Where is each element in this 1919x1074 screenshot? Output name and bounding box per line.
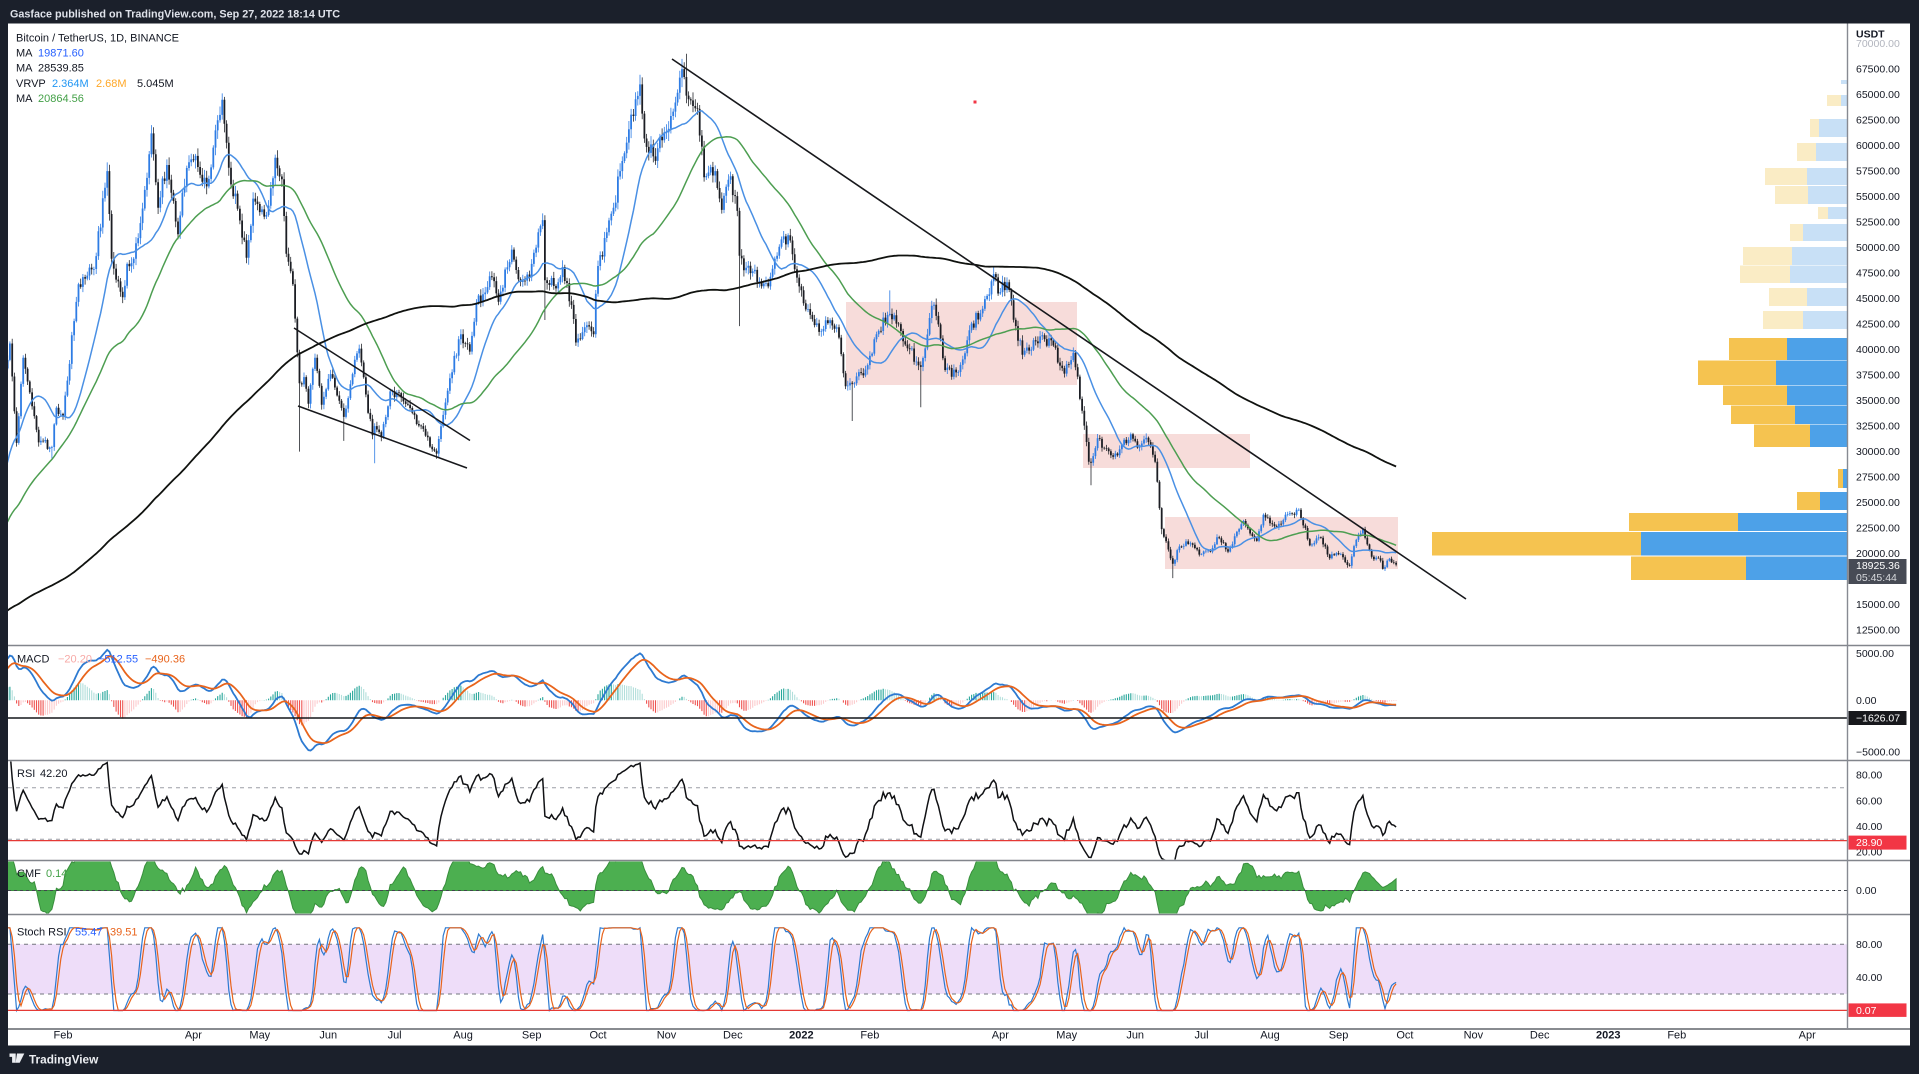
svg-text:55000.00: 55000.00	[1856, 191, 1900, 203]
svg-text:27500.00: 27500.00	[1856, 472, 1900, 484]
svg-text:40.00: 40.00	[1856, 972, 1882, 984]
svg-text:2022: 2022	[789, 1030, 813, 1042]
svg-text:35000.00: 35000.00	[1856, 395, 1900, 407]
svg-text:Apr: Apr	[992, 1030, 1009, 1042]
svg-text:Feb: Feb	[1667, 1030, 1686, 1042]
svg-text:39.51: 39.51	[110, 927, 138, 939]
svg-text:15000.00: 15000.00	[1856, 599, 1900, 611]
svg-text:70000.00: 70000.00	[1856, 38, 1900, 50]
svg-text:62500.00: 62500.00	[1856, 115, 1900, 127]
svg-text:Jul: Jul	[388, 1030, 402, 1042]
svg-text:65000.00: 65000.00	[1856, 89, 1900, 101]
svg-text:Bitcoin / TetherUS, 1D, BINANC: Bitcoin / TetherUS, 1D, BINANCE	[16, 33, 179, 45]
svg-text:57500.00: 57500.00	[1856, 166, 1900, 178]
svg-text:2.68M: 2.68M	[96, 78, 127, 90]
svg-text:Jun: Jun	[319, 1030, 337, 1042]
svg-text:05:45:44: 05:45:44	[1856, 572, 1897, 584]
svg-text:Dec: Dec	[723, 1030, 743, 1042]
svg-text:MACD: MACD	[17, 654, 49, 666]
svg-text:Jun: Jun	[1126, 1030, 1144, 1042]
svg-text:42.20: 42.20	[40, 768, 68, 780]
svg-text:25000.00: 25000.00	[1856, 497, 1900, 509]
svg-text:42500.00: 42500.00	[1856, 319, 1900, 331]
svg-text:0.00: 0.00	[1856, 695, 1877, 707]
svg-text:−490.36: −490.36	[145, 654, 185, 666]
svg-text:50000.00: 50000.00	[1856, 242, 1900, 254]
svg-text:67500.00: 67500.00	[1856, 64, 1900, 76]
svg-text:22500.00: 22500.00	[1856, 523, 1900, 535]
svg-text:2023: 2023	[1596, 1030, 1620, 1042]
svg-text:VRVP: VRVP	[16, 78, 46, 90]
svg-text:Apr: Apr	[185, 1030, 202, 1042]
svg-text:80.00: 80.00	[1856, 939, 1882, 951]
svg-text:RSI: RSI	[17, 768, 35, 780]
svg-text:CMF: CMF	[17, 868, 41, 880]
svg-text:80.00: 80.00	[1856, 770, 1882, 782]
svg-text:Stoch RSI: Stoch RSI	[17, 927, 67, 939]
svg-text:12500.00: 12500.00	[1856, 625, 1900, 637]
svg-text:60000.00: 60000.00	[1856, 140, 1900, 152]
svg-text:Feb: Feb	[860, 1030, 879, 1042]
svg-text:Oct: Oct	[589, 1030, 606, 1042]
svg-text:−20.20: −20.20	[58, 654, 92, 666]
svg-text:55.47: 55.47	[75, 927, 103, 939]
svg-text:MA: MA	[16, 63, 33, 75]
svg-text:MA: MA	[16, 48, 33, 60]
svg-text:19871.60: 19871.60	[38, 48, 84, 60]
svg-text:18925.36: 18925.36	[1856, 560, 1900, 572]
svg-text:20000.00: 20000.00	[1856, 548, 1900, 560]
svg-text:2.364M: 2.364M	[52, 78, 89, 90]
svg-text:Dec: Dec	[1530, 1030, 1550, 1042]
svg-text:May: May	[1056, 1030, 1077, 1042]
svg-text:Aug: Aug	[453, 1030, 473, 1042]
svg-text:5000.00: 5000.00	[1856, 648, 1894, 660]
svg-text:Apr: Apr	[1799, 1030, 1816, 1042]
svg-text:28.90: 28.90	[1856, 837, 1882, 849]
svg-text:0.07: 0.07	[1856, 1005, 1877, 1017]
svg-text:May: May	[249, 1030, 270, 1042]
svg-text:Sep: Sep	[1329, 1030, 1349, 1042]
svg-text:28539.85: 28539.85	[38, 63, 84, 75]
svg-text:−512.55: −512.55	[98, 654, 138, 666]
svg-text:Aug: Aug	[1260, 1030, 1280, 1042]
svg-text:Nov: Nov	[1464, 1030, 1484, 1042]
svg-text:Nov: Nov	[657, 1030, 677, 1042]
svg-text:32500.00: 32500.00	[1856, 421, 1900, 433]
svg-text:Feb: Feb	[54, 1030, 73, 1042]
svg-text:Sep: Sep	[522, 1030, 542, 1042]
svg-text:20864.56: 20864.56	[38, 93, 84, 105]
svg-text:Jul: Jul	[1194, 1030, 1208, 1042]
svg-text:0.00: 0.00	[1856, 885, 1877, 897]
svg-text:40000.00: 40000.00	[1856, 344, 1900, 356]
svg-text:45000.00: 45000.00	[1856, 293, 1900, 305]
svg-text:47500.00: 47500.00	[1856, 268, 1900, 280]
svg-text:30000.00: 30000.00	[1856, 446, 1900, 458]
svg-text:40.00: 40.00	[1856, 821, 1882, 833]
svg-text:Oct: Oct	[1396, 1030, 1413, 1042]
svg-text:MA: MA	[16, 93, 33, 105]
svg-text:52500.00: 52500.00	[1856, 217, 1900, 229]
svg-text:0.14: 0.14	[46, 868, 67, 880]
svg-text:Gasface published on TradingVi: Gasface published on TradingView.com, Se…	[10, 9, 340, 21]
svg-text:37500.00: 37500.00	[1856, 370, 1900, 382]
svg-text:TradingView: TradingView	[29, 1053, 99, 1067]
svg-text:−1626.07: −1626.07	[1856, 713, 1900, 725]
svg-text:USDT: USDT	[1856, 29, 1885, 41]
svg-text:60.00: 60.00	[1856, 795, 1882, 807]
svg-text:−5000.00: −5000.00	[1856, 747, 1900, 759]
svg-text:5.045M: 5.045M	[137, 78, 174, 90]
